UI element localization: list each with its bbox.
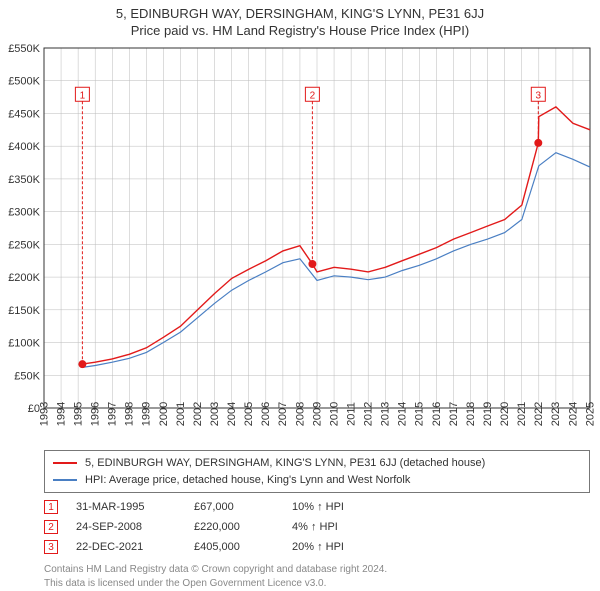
svg-text:2012: 2012 [362, 402, 374, 426]
transaction-date: 31-MAR-1995 [76, 501, 176, 513]
legend-label: 5, EDINBURGH WAY, DERSINGHAM, KING'S LYN… [85, 455, 485, 472]
svg-text:2006: 2006 [260, 402, 272, 426]
transaction-date: 24-SEP-2008 [76, 521, 176, 533]
svg-text:2025: 2025 [584, 402, 596, 426]
svg-text:1994: 1994 [55, 402, 67, 426]
transaction-marker-number: 2 [44, 520, 58, 534]
transaction-vs-hpi: 20% ↑ HPI [292, 541, 392, 553]
transaction-price: £67,000 [194, 501, 274, 513]
svg-text:£250K: £250K [8, 239, 40, 251]
svg-text:£450K: £450K [8, 108, 40, 120]
svg-text:1999: 1999 [141, 402, 153, 426]
legend-swatch [53, 479, 77, 481]
transaction-row: 3 22-DEC-2021 £405,000 20% ↑ HPI [44, 537, 590, 557]
svg-text:£150K: £150K [8, 305, 40, 317]
footer-line1: Contains HM Land Registry data © Crown c… [44, 563, 590, 577]
svg-text:2005: 2005 [243, 402, 255, 426]
transaction-date: 22-DEC-2021 [76, 541, 176, 553]
svg-text:£100K: £100K [8, 338, 40, 350]
svg-text:1998: 1998 [124, 402, 136, 426]
svg-text:2004: 2004 [226, 402, 238, 426]
svg-text:2001: 2001 [175, 402, 187, 426]
svg-text:2007: 2007 [277, 402, 289, 426]
svg-text:2003: 2003 [209, 402, 221, 426]
transaction-vs-hpi: 10% ↑ HPI [292, 501, 392, 513]
svg-text:1: 1 [80, 90, 86, 101]
footer-attribution: Contains HM Land Registry data © Crown c… [44, 563, 590, 591]
legend-box: 5, EDINBURGH WAY, DERSINGHAM, KING'S LYN… [44, 450, 590, 493]
svg-text:£500K: £500K [8, 76, 40, 88]
transaction-row: 1 31-MAR-1995 £67,000 10% ↑ HPI [44, 497, 590, 517]
svg-text:2022: 2022 [533, 402, 545, 426]
chart-subtitle: Price paid vs. HM Land Registry's House … [0, 21, 600, 44]
svg-text:2009: 2009 [311, 402, 323, 426]
svg-text:1996: 1996 [89, 402, 101, 426]
svg-text:2015: 2015 [414, 402, 426, 426]
svg-text:2021: 2021 [516, 402, 528, 426]
svg-text:2017: 2017 [448, 402, 460, 426]
svg-text:£350K: £350K [8, 174, 40, 186]
svg-text:2013: 2013 [380, 402, 392, 426]
svg-text:£300K: £300K [8, 207, 40, 219]
svg-text:2019: 2019 [482, 402, 494, 426]
svg-text:2008: 2008 [294, 402, 306, 426]
svg-text:2024: 2024 [567, 402, 579, 426]
legend-row: 5, EDINBURGH WAY, DERSINGHAM, KING'S LYN… [53, 455, 581, 472]
svg-text:2020: 2020 [499, 402, 511, 426]
legend-swatch [53, 462, 77, 464]
chart-title-address: 5, EDINBURGH WAY, DERSINGHAM, KING'S LYN… [0, 0, 600, 21]
svg-text:1995: 1995 [72, 402, 84, 426]
legend-label: HPI: Average price, detached house, King… [85, 472, 410, 489]
legend-row: HPI: Average price, detached house, King… [53, 472, 581, 489]
transaction-table: 1 31-MAR-1995 £67,000 10% ↑ HPI 2 24-SEP-2008… [44, 497, 590, 557]
svg-text:2023: 2023 [550, 402, 562, 426]
svg-text:2018: 2018 [465, 402, 477, 426]
transaction-marker-number: 3 [44, 540, 58, 554]
svg-text:£550K: £550K [8, 44, 40, 55]
svg-text:2000: 2000 [158, 402, 170, 426]
svg-text:1997: 1997 [107, 402, 119, 426]
transaction-price: £405,000 [194, 541, 274, 553]
svg-text:£200K: £200K [8, 272, 40, 284]
transaction-vs-hpi: 4% ↑ HPI [292, 521, 392, 533]
svg-text:2010: 2010 [328, 402, 340, 426]
svg-text:2: 2 [310, 90, 316, 101]
transaction-price: £220,000 [194, 521, 274, 533]
line-chart-svg: £0£50K£100K£150K£200K£250K£300K£350K£400… [0, 44, 600, 444]
svg-text:2011: 2011 [345, 402, 357, 426]
svg-text:3: 3 [536, 90, 542, 101]
footer-line2: This data is licensed under the Open Gov… [44, 577, 590, 591]
svg-text:£400K: £400K [8, 141, 40, 153]
chart-area: £0£50K£100K£150K£200K£250K£300K£350K£400… [0, 44, 600, 444]
transaction-marker-number: 1 [44, 500, 58, 514]
svg-text:£50K: £50K [14, 370, 40, 382]
svg-text:2016: 2016 [431, 402, 443, 426]
svg-text:2002: 2002 [192, 402, 204, 426]
transaction-row: 2 24-SEP-2008 £220,000 4% ↑ HPI [44, 517, 590, 537]
svg-text:1993: 1993 [38, 402, 50, 426]
svg-text:2014: 2014 [397, 402, 409, 426]
